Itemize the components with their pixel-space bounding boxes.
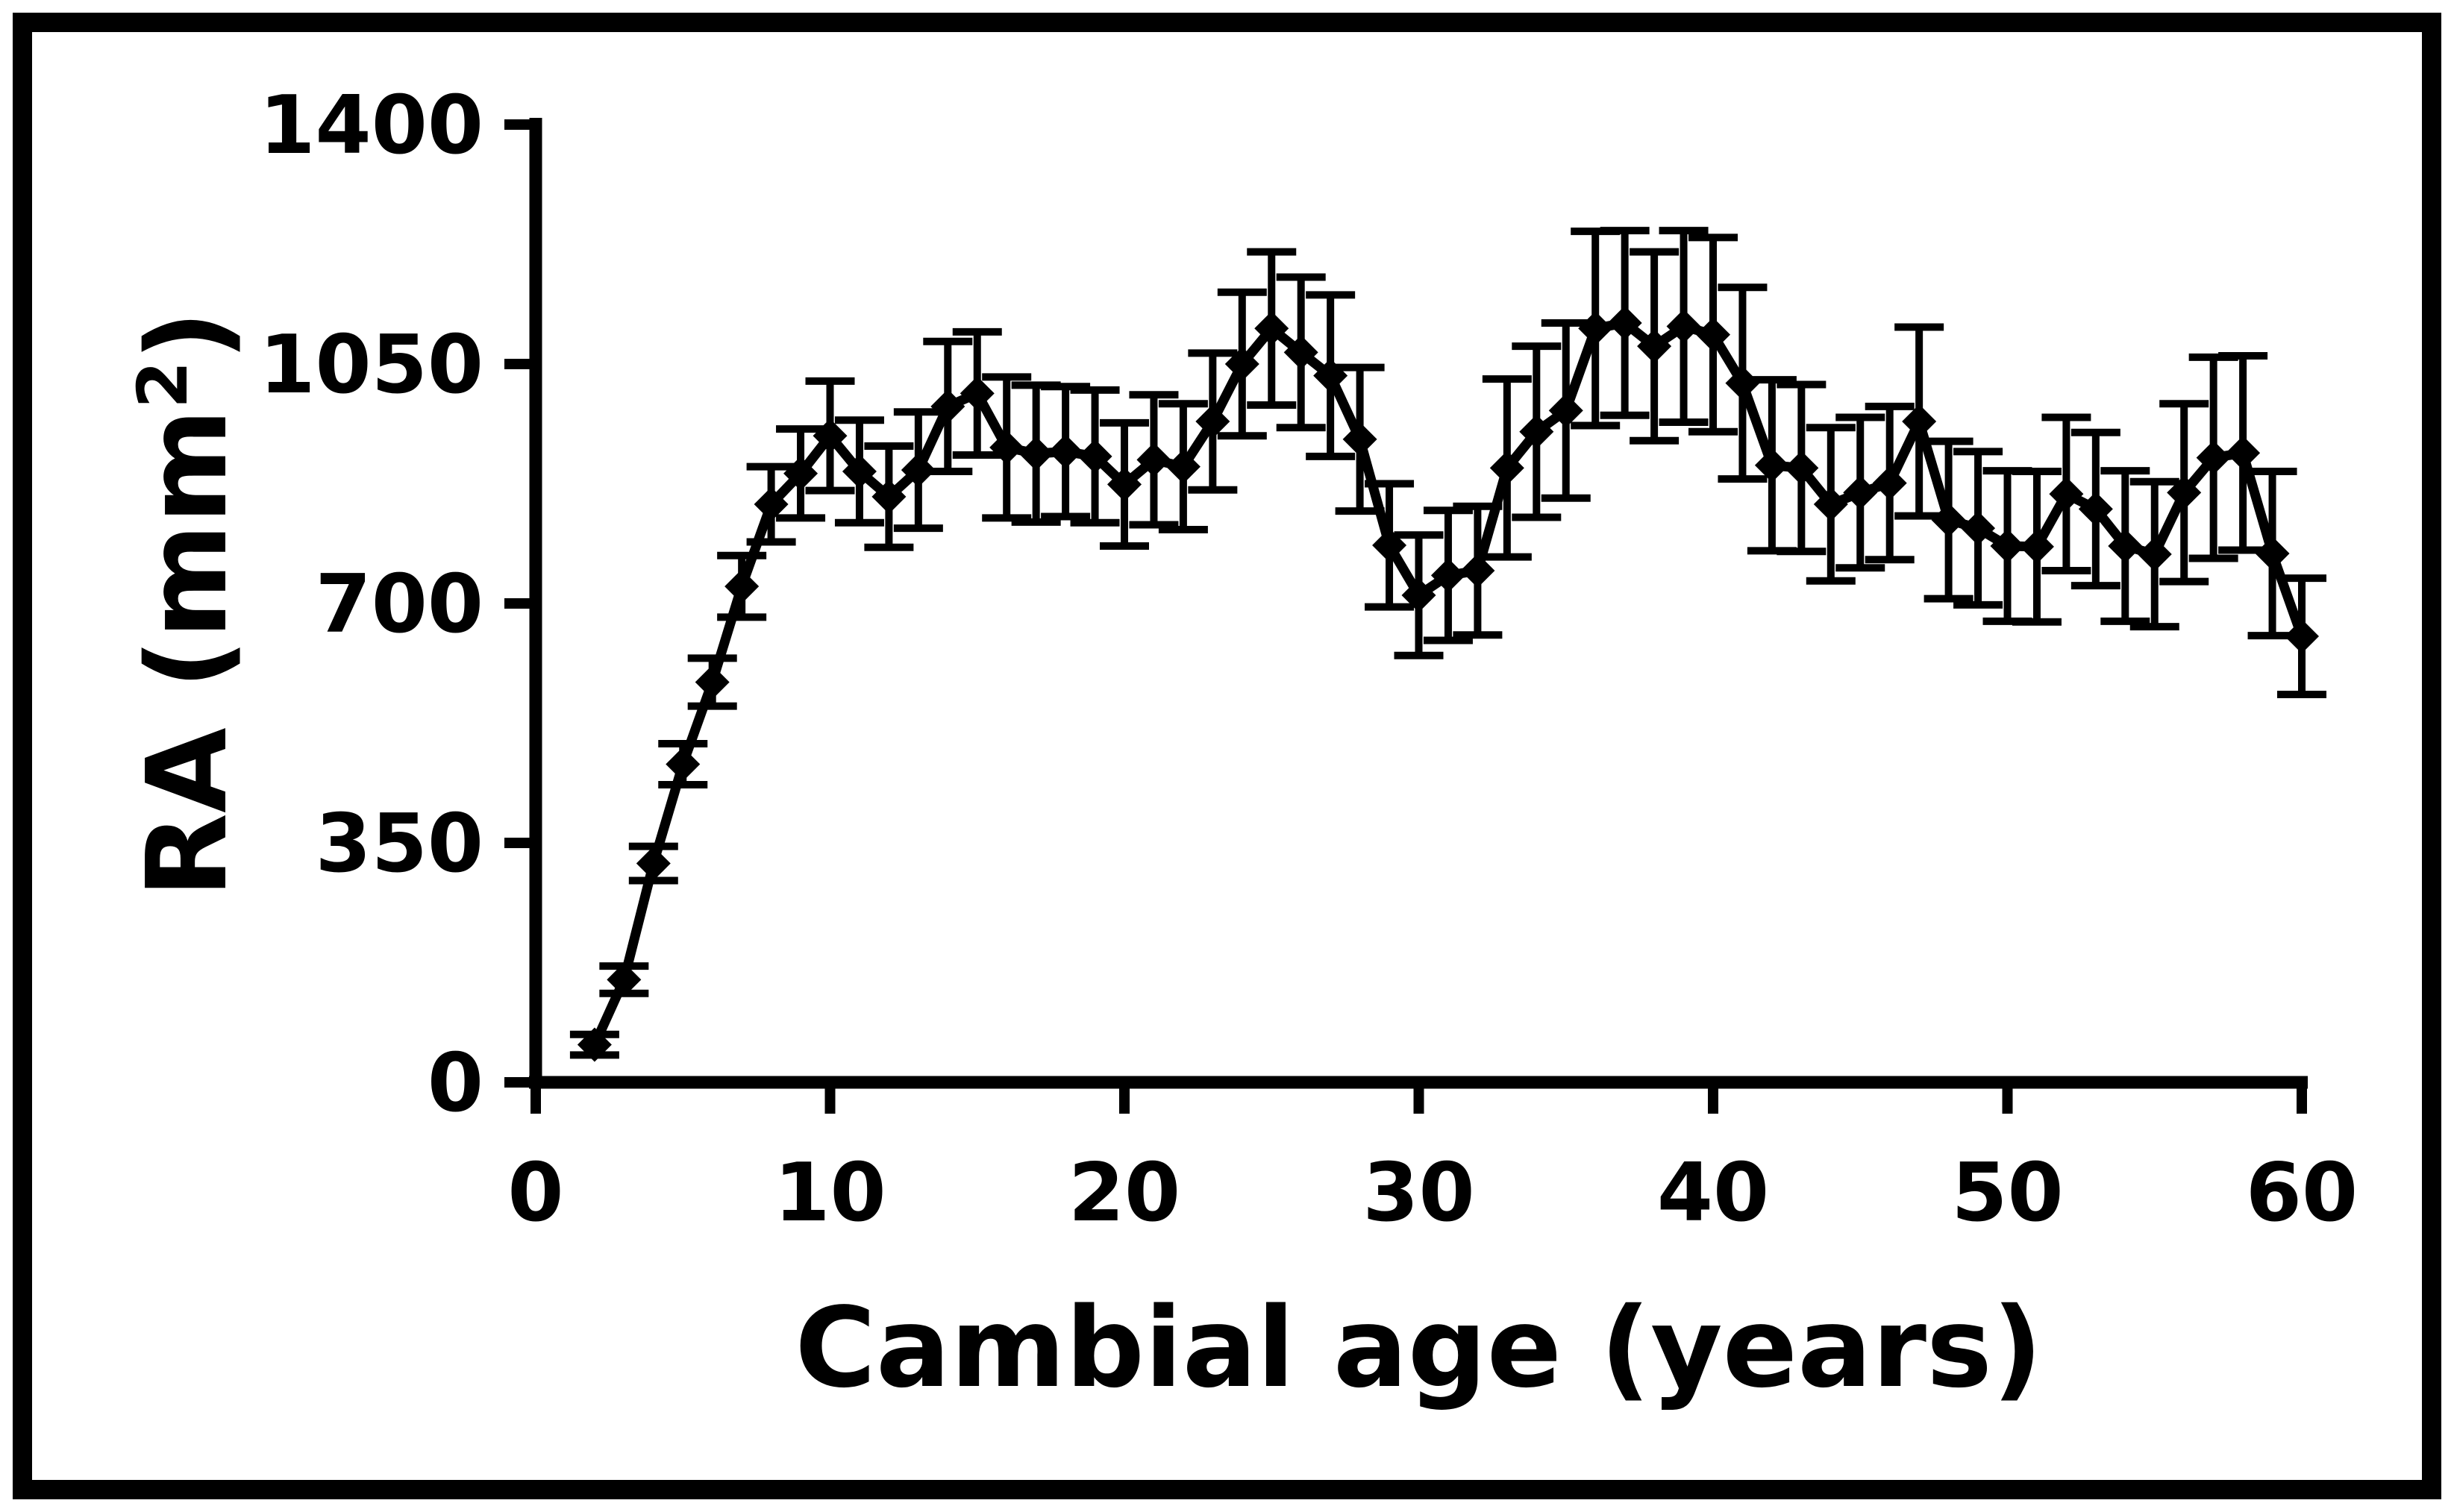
data-point-marker: [1107, 467, 1142, 502]
y-tick-label: 1400: [259, 79, 483, 172]
data-point-marker: [1990, 528, 2025, 563]
data-point-marker: [901, 453, 936, 488]
x-axis-title: Cambial age (years): [795, 1284, 2042, 1412]
y-axis-title-part: 2: [123, 361, 203, 409]
data-point-marker: [813, 418, 848, 454]
data-point-marker: [695, 665, 730, 700]
data-point-marker: [1195, 404, 1230, 439]
y-tick-label: 350: [316, 797, 483, 891]
y-axis-title-part: RA (mm: [123, 409, 251, 898]
data-point-marker: [871, 479, 907, 514]
data-point-marker: [2137, 536, 2172, 571]
data-point-marker: [842, 454, 877, 489]
data-point-marker: [724, 569, 760, 604]
data-point-marker: [1372, 528, 1407, 563]
data-point-marker: [1313, 358, 1348, 393]
data-point-marker: [1607, 305, 1642, 340]
data-point-marker: [1548, 393, 1583, 428]
data-point-marker: [2019, 529, 2054, 564]
data-point-marker: [1961, 511, 1996, 546]
y-axis-title: RA (mm2): [123, 310, 251, 898]
data-point-marker: [2196, 440, 2231, 475]
data-point-marker: [2226, 436, 2261, 471]
data-point-marker: [1931, 503, 1966, 538]
data-point-marker: [1048, 434, 1083, 469]
data-point-marker: [1224, 347, 1259, 381]
data-point-marker: [577, 1027, 612, 1062]
y-tick-label: 0: [428, 1037, 483, 1130]
y-tick-label: 700: [316, 558, 483, 651]
data-point-marker: [1489, 451, 1524, 486]
data-point-marker: [1136, 442, 1171, 477]
data-point-marker: [1696, 317, 1730, 352]
data-point-marker: [2078, 492, 2113, 527]
data-point-marker: [1430, 558, 1465, 593]
x-tick-label: 0: [507, 1146, 563, 1240]
data-point-marker: [1283, 335, 1318, 370]
data-point-marker: [666, 747, 701, 782]
figure-border: [13, 13, 2441, 1499]
data-point-marker: [1460, 553, 1495, 588]
y-tick-label: 1050: [259, 319, 483, 412]
data-point-marker: [1637, 329, 1672, 364]
x-tick-label: 20: [1068, 1146, 1180, 1240]
data-point-marker: [607, 962, 642, 997]
data-point-marker: [1342, 421, 1377, 457]
y-axis-title-part: ): [123, 310, 251, 361]
data-point-marker: [1725, 366, 1760, 401]
x-tick-label: 40: [1657, 1146, 1769, 1240]
x-tick-label: 60: [2246, 1146, 2358, 1240]
data-point-marker: [1843, 475, 1878, 510]
data-point-marker: [754, 487, 789, 522]
data-point-marker: [1754, 448, 1789, 483]
data-point-marker: [1578, 311, 1613, 346]
data-point-marker: [960, 376, 995, 411]
data-point-marker: [1666, 309, 1701, 344]
x-tick-label: 10: [774, 1146, 886, 1240]
data-point-marker: [1902, 404, 1937, 439]
data-point-marker: [2108, 528, 2143, 563]
data-point-marker: [636, 846, 671, 881]
data-point-marker: [2285, 619, 2319, 654]
data-point-marker: [1519, 414, 1554, 449]
data-point-marker: [2167, 475, 2202, 510]
x-tick-label: 30: [1362, 1146, 1474, 1240]
data-point-marker: [783, 456, 818, 491]
data-point-marker: [1872, 465, 1907, 501]
data-point-marker: [1784, 451, 1819, 486]
data-point-marker: [1165, 449, 1201, 484]
data-point-marker: [930, 389, 965, 424]
data-point-marker: [1018, 436, 1054, 471]
data-point-marker: [1401, 577, 1436, 612]
data-point-marker: [2049, 477, 2084, 512]
data-point-marker: [1077, 439, 1112, 474]
data-point-marker: [989, 430, 1024, 465]
data-point-marker: [1813, 487, 1848, 522]
x-tick-label: 50: [1951, 1146, 2063, 1240]
data-point-marker: [1254, 311, 1289, 346]
data-point-marker: [2255, 536, 2290, 571]
